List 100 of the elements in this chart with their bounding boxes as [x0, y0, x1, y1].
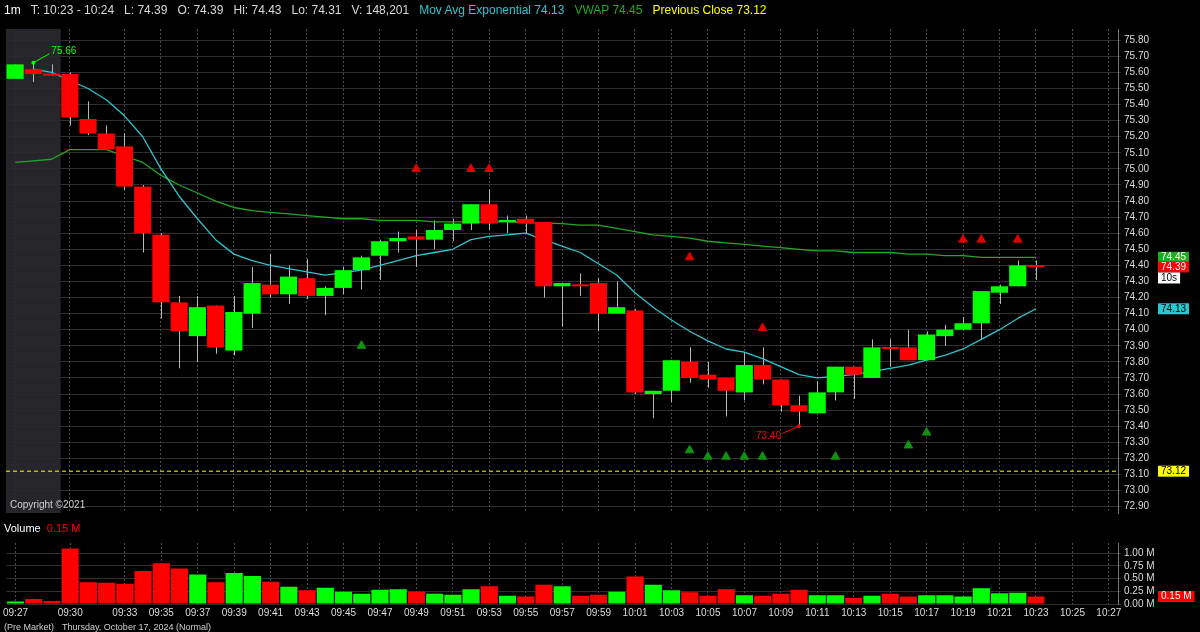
y-tick-label: 74.30	[1124, 275, 1150, 287]
point	[684, 251, 695, 261]
x-tick-label: 09:45	[331, 606, 357, 618]
text: VWAP	[574, 3, 610, 17]
y-tick-label: 73.20	[1124, 452, 1150, 464]
text: 74.45	[612, 3, 643, 17]
bar	[845, 597, 863, 604]
annotation: 75.66	[51, 44, 77, 56]
x-tick-label: 10:23	[1023, 606, 1049, 618]
bar	[626, 576, 644, 604]
x-tick-label: 10:21	[987, 606, 1013, 618]
text: 73.12	[736, 3, 767, 17]
y-tick-label: 73.90	[1124, 339, 1150, 351]
y-tick-label: 73.00	[1124, 484, 1150, 496]
bar	[553, 586, 571, 604]
y-tick-label: 75.10	[1124, 146, 1150, 158]
text: 74.39	[1161, 260, 1187, 272]
x-tick-label: 10:09	[768, 606, 794, 618]
x-tick-label: 10:15	[877, 606, 904, 618]
candlestick	[753, 346, 772, 385]
y-tick-label: 73.10	[1124, 468, 1150, 480]
x-tick-label: 09:59	[586, 606, 612, 618]
candlestick	[425, 219, 443, 250]
bar	[298, 590, 316, 604]
x-tick-label: 09:39	[221, 606, 248, 618]
x-tick-label: 10:11	[805, 606, 830, 618]
point	[703, 451, 713, 460]
candlestick	[298, 258, 316, 300]
x-tick-label: 09:51	[440, 606, 466, 618]
point	[757, 322, 768, 332]
y-tick-label: 74.80	[1124, 194, 1150, 206]
x-tick-label: 10:13	[841, 606, 867, 618]
y-tick-label: 75.70	[1124, 50, 1150, 62]
y-tick-label: 74.50	[1124, 243, 1150, 255]
candlestick	[444, 218, 462, 242]
y-tick-label: 74.20	[1124, 291, 1150, 303]
x-tick-label: 09:49	[403, 606, 430, 618]
bar	[790, 589, 808, 604]
y-tick-label: 75.30	[1124, 114, 1150, 126]
point	[757, 451, 768, 460]
candlestick	[371, 239, 389, 281]
x-tick-label: 10:27	[1096, 606, 1122, 618]
bar	[608, 591, 626, 604]
bar	[6, 601, 25, 604]
point	[903, 439, 914, 449]
y-tick-label: 74.90	[1124, 178, 1150, 190]
candlestick	[1027, 260, 1045, 281]
annotation: 73.40	[755, 429, 782, 441]
bar	[498, 595, 517, 604]
candlestick	[407, 229, 425, 268]
candlestick	[480, 189, 498, 231]
x-tick-label: 10:19	[950, 606, 977, 618]
point	[721, 451, 731, 460]
candlestick	[608, 280, 626, 315]
x-tick-label: 09:47	[367, 606, 393, 618]
text: 0.15 M	[45, 522, 81, 534]
candlestick	[845, 366, 863, 400]
bar	[1027, 596, 1045, 604]
y-tick-label: 74.10	[1124, 307, 1150, 319]
y-tick-label: 74.00	[1124, 323, 1150, 335]
x-tick-label: 10:05	[695, 606, 721, 618]
y-tick-label: 0.25 M	[1124, 585, 1155, 597]
y-tick-label: 73.80	[1124, 355, 1150, 367]
y-tick-label: 0.50 M	[1124, 572, 1155, 584]
text: 73.12	[1161, 464, 1187, 476]
chart-title: Volume	[4, 522, 41, 534]
text: 10s	[1161, 271, 1178, 283]
bar	[480, 586, 498, 604]
candlestick	[808, 380, 826, 414]
bar	[407, 591, 425, 604]
point	[1012, 234, 1023, 243]
x-tick-label: 10:07	[731, 606, 758, 618]
y-tick-label: 73.50	[1124, 403, 1150, 415]
point	[921, 427, 932, 436]
text: Thursday, October 17, 2024 (Normal)	[62, 622, 211, 632]
point	[976, 234, 987, 243]
bar	[863, 595, 881, 604]
text: 74.45	[1161, 251, 1187, 263]
candlestick	[279, 264, 298, 305]
x-tick-label: 10:03	[659, 606, 685, 618]
candlestick	[644, 390, 662, 419]
x-tick-label: 09:27	[3, 606, 29, 618]
x-tick-label: 09:41	[258, 606, 284, 618]
point	[830, 451, 841, 460]
bar	[280, 586, 298, 604]
bar	[262, 581, 280, 604]
x-tick-label: 09:57	[549, 606, 576, 618]
candlestick	[1009, 260, 1027, 287]
y-tick-label: 74.60	[1124, 226, 1150, 238]
x-tick-label: 09:33	[112, 606, 138, 618]
y-tick-label: 72.90	[1124, 500, 1150, 512]
y-tick-label: 75.20	[1124, 130, 1150, 142]
y-tick-label: 73.70	[1124, 371, 1150, 383]
text: 74.13	[1161, 302, 1187, 314]
y-tick-label: 0.75 M	[1124, 559, 1155, 571]
annotation: Copyright ©2021	[10, 498, 86, 510]
y-tick-label: 75.40	[1124, 98, 1150, 110]
text: (Pre Market)	[4, 622, 55, 632]
y-tick-label: 75.60	[1124, 66, 1150, 78]
x-tick-label: 09:43	[294, 606, 321, 618]
